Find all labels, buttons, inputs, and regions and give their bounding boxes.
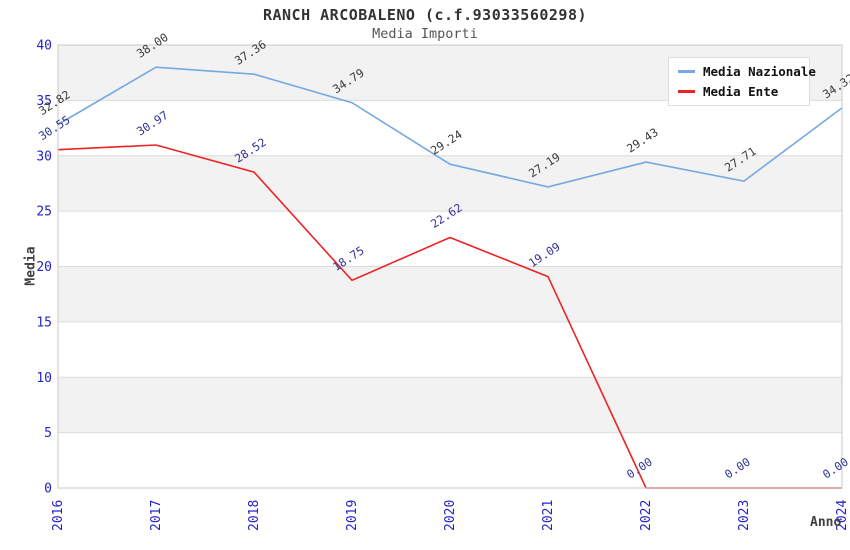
y-tick-label: 30	[36, 149, 52, 164]
x-tick-label: 2021	[541, 500, 556, 531]
y-tick-label: 15	[36, 315, 52, 330]
y-axis-title: Media	[23, 246, 39, 286]
legend-swatch-icon	[678, 90, 695, 93]
y-tick-label: 0	[44, 482, 52, 497]
y-tick-label: 5	[44, 426, 52, 441]
legend-label: Media Ente	[703, 84, 779, 99]
chart-subtitle: Media Importi	[372, 26, 478, 42]
legend-swatch-icon	[678, 70, 695, 73]
y-tick-label: 25	[36, 205, 52, 220]
x-tick-label: 2016	[51, 500, 66, 531]
plot-band	[58, 100, 842, 156]
plot-band	[58, 377, 842, 433]
plot-band	[58, 432, 842, 488]
legend-item: Media Nazionale	[678, 65, 816, 78]
legend-label: Media Nazionale	[703, 64, 816, 79]
x-tick-label: 2022	[639, 500, 654, 531]
x-tick-label: 2019	[345, 500, 360, 531]
plot-band	[58, 321, 842, 378]
plot-band	[58, 266, 842, 322]
legend: Media Nazionale Media Ente	[668, 57, 816, 106]
x-tick-label: 2024	[835, 500, 850, 531]
series-line-0	[57, 66, 843, 188]
x-tick-label: 2017	[149, 500, 164, 531]
x-tick-label: 2020	[443, 500, 458, 531]
x-axis-title: Anno	[810, 515, 842, 530]
y-tick-label: 40	[36, 39, 52, 54]
y-tick-label: 35	[36, 94, 52, 109]
plot-border	[57, 44, 843, 489]
plot-band	[58, 211, 842, 267]
x-tick-label: 2023	[737, 500, 752, 531]
chart-title: RANCH ARCOBALENO (c.f.93033560298)	[262, 6, 588, 24]
y-tick-label: 10	[36, 371, 52, 386]
y-tick-label: 20	[36, 260, 52, 275]
legend-item: Media Ente	[678, 85, 803, 98]
x-tick-label: 2018	[247, 500, 262, 531]
